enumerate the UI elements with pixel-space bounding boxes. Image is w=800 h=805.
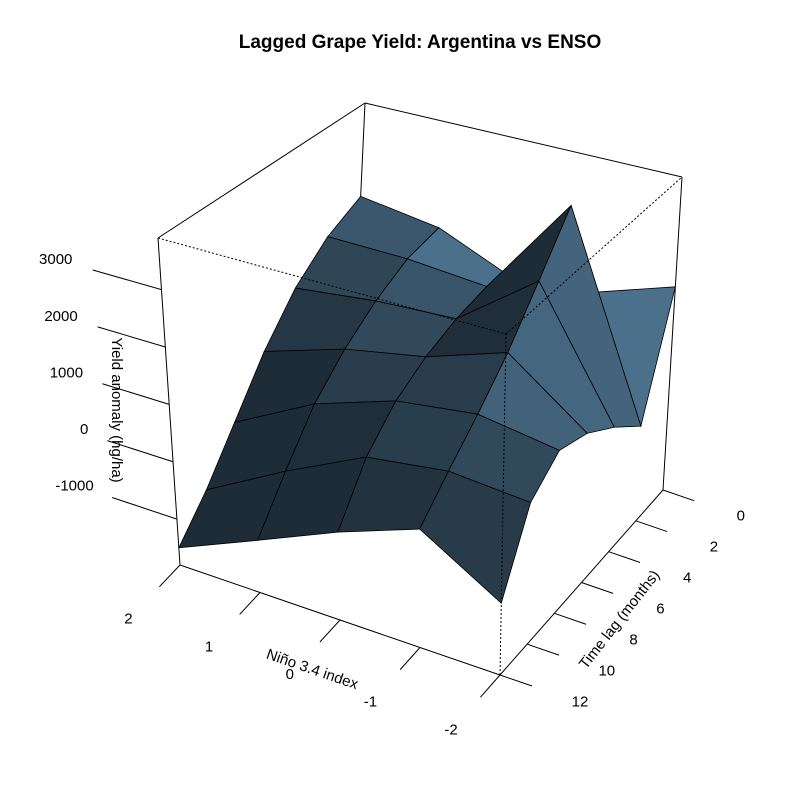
y-tick-label: 6 bbox=[656, 601, 664, 618]
y-tick bbox=[527, 643, 560, 656]
x-tick-label: 0 bbox=[286, 666, 294, 683]
x-tick-label: 2 bbox=[124, 611, 132, 628]
x-tick bbox=[319, 619, 341, 643]
box-edge bbox=[662, 176, 683, 491]
y-tick bbox=[662, 489, 695, 502]
x-tick-label: -2 bbox=[444, 721, 457, 738]
y-tick bbox=[581, 582, 614, 594]
z-tick bbox=[92, 269, 162, 291]
y-tick-label: 10 bbox=[598, 663, 615, 680]
x-tick bbox=[399, 647, 421, 670]
z-tick bbox=[97, 326, 166, 348]
box-edge bbox=[157, 102, 366, 239]
x-tick bbox=[239, 592, 261, 615]
y-tick-label: 12 bbox=[572, 693, 589, 710]
z-tick-label: 3000 bbox=[39, 251, 72, 268]
z-tick-label: -1000 bbox=[55, 478, 93, 495]
box-edge-front bbox=[505, 176, 683, 335]
z-tick-label: 1000 bbox=[50, 364, 83, 381]
x-tick bbox=[480, 674, 501, 698]
chart-title: Lagged Grape Yield: Argentina vs ENSO bbox=[239, 32, 602, 53]
box-edge bbox=[364, 102, 683, 178]
x-tick-label: 1 bbox=[205, 638, 213, 655]
x-tick-label: -1 bbox=[364, 694, 377, 711]
z-tick bbox=[107, 440, 174, 463]
y-tick-label: 2 bbox=[710, 539, 718, 556]
z-tick-label: 0 bbox=[80, 421, 88, 438]
y-tick-label: 8 bbox=[629, 632, 637, 649]
box-edge-front bbox=[157, 237, 507, 335]
y-tick bbox=[635, 520, 668, 533]
z-axis-label: Yield anomaly (hg/ha) bbox=[108, 337, 125, 482]
y-tick-label: 4 bbox=[683, 570, 691, 587]
y-tick bbox=[608, 551, 641, 563]
y-tick-label: 0 bbox=[737, 508, 745, 525]
z-tick bbox=[102, 383, 170, 405]
z-tick bbox=[111, 497, 178, 520]
z-tick-label: 2000 bbox=[44, 308, 77, 325]
box-edge-front bbox=[499, 333, 507, 676]
y-tick bbox=[554, 612, 587, 625]
y-tick bbox=[499, 674, 533, 687]
x-tick bbox=[158, 564, 181, 588]
box-edge bbox=[157, 237, 181, 566]
surface-facet bbox=[419, 470, 532, 604]
